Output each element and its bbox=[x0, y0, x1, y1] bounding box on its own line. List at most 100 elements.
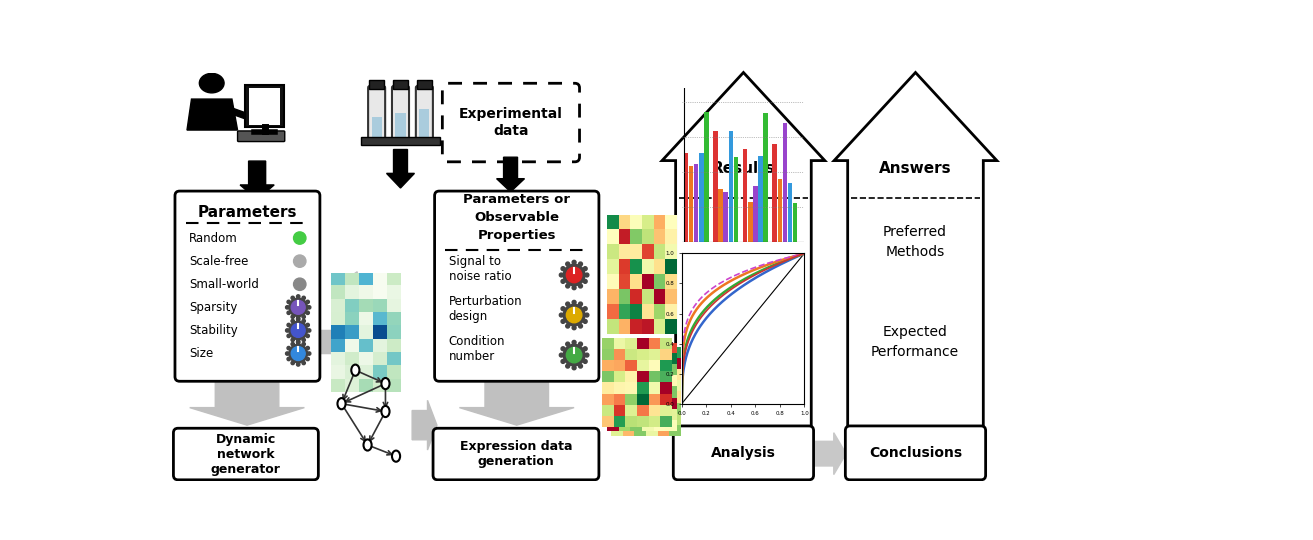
Circle shape bbox=[586, 273, 588, 277]
Circle shape bbox=[561, 320, 565, 323]
Circle shape bbox=[559, 353, 563, 357]
Circle shape bbox=[566, 307, 582, 323]
Circle shape bbox=[566, 284, 570, 288]
Circle shape bbox=[306, 300, 310, 303]
Circle shape bbox=[297, 340, 299, 343]
Circle shape bbox=[579, 364, 583, 368]
Circle shape bbox=[563, 264, 586, 286]
Circle shape bbox=[289, 345, 307, 363]
Circle shape bbox=[579, 284, 583, 288]
Circle shape bbox=[559, 313, 563, 317]
Circle shape bbox=[583, 320, 587, 323]
FancyBboxPatch shape bbox=[442, 83, 579, 162]
Circle shape bbox=[307, 329, 311, 332]
Circle shape bbox=[566, 347, 582, 363]
Circle shape bbox=[306, 334, 310, 338]
Circle shape bbox=[297, 316, 299, 320]
Circle shape bbox=[583, 307, 587, 310]
Circle shape bbox=[566, 267, 582, 283]
Polygon shape bbox=[386, 150, 415, 188]
Circle shape bbox=[566, 302, 570, 306]
Circle shape bbox=[302, 319, 306, 323]
Circle shape bbox=[561, 307, 565, 310]
Circle shape bbox=[302, 361, 306, 365]
Circle shape bbox=[302, 315, 306, 319]
Circle shape bbox=[285, 329, 289, 332]
Polygon shape bbox=[496, 157, 524, 192]
Text: Sparsity: Sparsity bbox=[189, 301, 238, 314]
Circle shape bbox=[302, 342, 306, 346]
Text: Analysis: Analysis bbox=[712, 446, 776, 460]
Circle shape bbox=[288, 357, 290, 361]
Polygon shape bbox=[189, 379, 305, 425]
Circle shape bbox=[561, 267, 565, 271]
Circle shape bbox=[289, 321, 307, 340]
Text: Dynamic
network
generator: Dynamic network generator bbox=[211, 433, 281, 476]
Circle shape bbox=[306, 357, 310, 361]
Polygon shape bbox=[319, 322, 351, 362]
Text: Expected
Performance: Expected Performance bbox=[871, 325, 960, 359]
Circle shape bbox=[583, 279, 587, 284]
Circle shape bbox=[306, 323, 310, 327]
Circle shape bbox=[307, 306, 311, 309]
Circle shape bbox=[572, 286, 576, 289]
Text: Results: Results bbox=[712, 161, 775, 176]
Circle shape bbox=[291, 319, 294, 323]
Circle shape bbox=[288, 334, 290, 338]
FancyBboxPatch shape bbox=[173, 428, 318, 480]
Circle shape bbox=[586, 353, 588, 357]
Circle shape bbox=[563, 304, 586, 326]
Circle shape bbox=[288, 347, 290, 350]
Circle shape bbox=[302, 296, 306, 300]
Circle shape bbox=[579, 342, 583, 346]
Text: Scale-free: Scale-free bbox=[189, 255, 248, 268]
Circle shape bbox=[289, 298, 307, 316]
Text: Experimental
data: Experimental data bbox=[460, 107, 563, 138]
Circle shape bbox=[285, 306, 289, 309]
Circle shape bbox=[291, 296, 294, 300]
Text: Signal to
noise ratio: Signal to noise ratio bbox=[449, 255, 511, 283]
Polygon shape bbox=[662, 72, 825, 473]
Circle shape bbox=[572, 260, 576, 264]
Circle shape bbox=[559, 273, 563, 277]
Circle shape bbox=[583, 347, 587, 350]
Text: Size: Size bbox=[189, 347, 213, 360]
Circle shape bbox=[291, 347, 305, 361]
Circle shape bbox=[572, 366, 576, 370]
Circle shape bbox=[297, 341, 299, 345]
Circle shape bbox=[291, 300, 305, 314]
Circle shape bbox=[294, 278, 306, 291]
Text: Condition
number: Condition number bbox=[449, 335, 506, 363]
FancyBboxPatch shape bbox=[435, 191, 599, 381]
Polygon shape bbox=[412, 400, 437, 450]
Circle shape bbox=[566, 324, 570, 328]
Circle shape bbox=[586, 313, 588, 317]
Polygon shape bbox=[834, 72, 997, 473]
Circle shape bbox=[297, 363, 299, 366]
Circle shape bbox=[288, 300, 290, 303]
Circle shape bbox=[306, 347, 310, 350]
Circle shape bbox=[579, 324, 583, 328]
Text: Random: Random bbox=[189, 232, 238, 245]
FancyBboxPatch shape bbox=[433, 428, 599, 480]
Text: Conclusions: Conclusions bbox=[869, 446, 962, 460]
Circle shape bbox=[566, 364, 570, 368]
Circle shape bbox=[294, 232, 306, 244]
Circle shape bbox=[566, 262, 570, 266]
Circle shape bbox=[306, 311, 310, 314]
Circle shape bbox=[572, 300, 576, 304]
Circle shape bbox=[294, 255, 306, 267]
Text: Small-world: Small-world bbox=[189, 278, 259, 291]
Circle shape bbox=[572, 340, 576, 345]
Circle shape bbox=[297, 318, 299, 321]
Text: Stability: Stability bbox=[189, 324, 238, 337]
Circle shape bbox=[307, 352, 311, 355]
Text: Parameters or
Observable
Properties: Parameters or Observable Properties bbox=[463, 193, 570, 242]
Text: Parameters: Parameters bbox=[198, 205, 297, 220]
Circle shape bbox=[285, 352, 289, 355]
FancyBboxPatch shape bbox=[175, 191, 320, 381]
Circle shape bbox=[297, 295, 299, 298]
Circle shape bbox=[583, 267, 587, 271]
Polygon shape bbox=[334, 272, 397, 305]
FancyBboxPatch shape bbox=[674, 426, 814, 480]
